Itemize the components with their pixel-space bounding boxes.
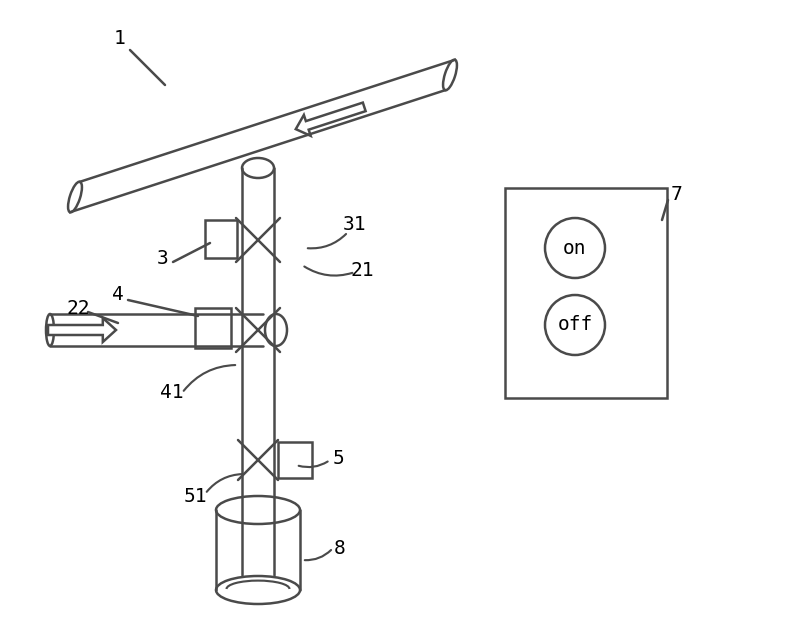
Bar <box>278 442 312 478</box>
Ellipse shape <box>68 181 82 212</box>
Text: 41: 41 <box>160 382 184 401</box>
Bar <box>195 308 231 348</box>
Text: 22: 22 <box>66 298 90 318</box>
Text: 4: 4 <box>112 286 124 305</box>
Text: 7: 7 <box>670 185 682 203</box>
Text: 1: 1 <box>114 28 126 48</box>
Ellipse shape <box>443 60 457 90</box>
Ellipse shape <box>265 314 287 346</box>
Ellipse shape <box>242 158 274 178</box>
Text: 51: 51 <box>183 487 206 507</box>
Text: on: on <box>563 239 586 257</box>
Text: 8: 8 <box>334 538 346 558</box>
Bar <box>505 188 667 398</box>
Text: 31: 31 <box>343 215 366 234</box>
Polygon shape <box>48 318 116 342</box>
Ellipse shape <box>216 576 300 604</box>
Polygon shape <box>296 102 366 136</box>
Text: 5: 5 <box>332 448 344 467</box>
Text: off: off <box>558 315 593 335</box>
Text: 3: 3 <box>157 249 169 268</box>
Ellipse shape <box>216 496 300 524</box>
Ellipse shape <box>46 314 54 346</box>
Circle shape <box>545 295 605 355</box>
Bar <box>205 220 237 258</box>
Text: 21: 21 <box>350 261 374 279</box>
Circle shape <box>545 218 605 278</box>
